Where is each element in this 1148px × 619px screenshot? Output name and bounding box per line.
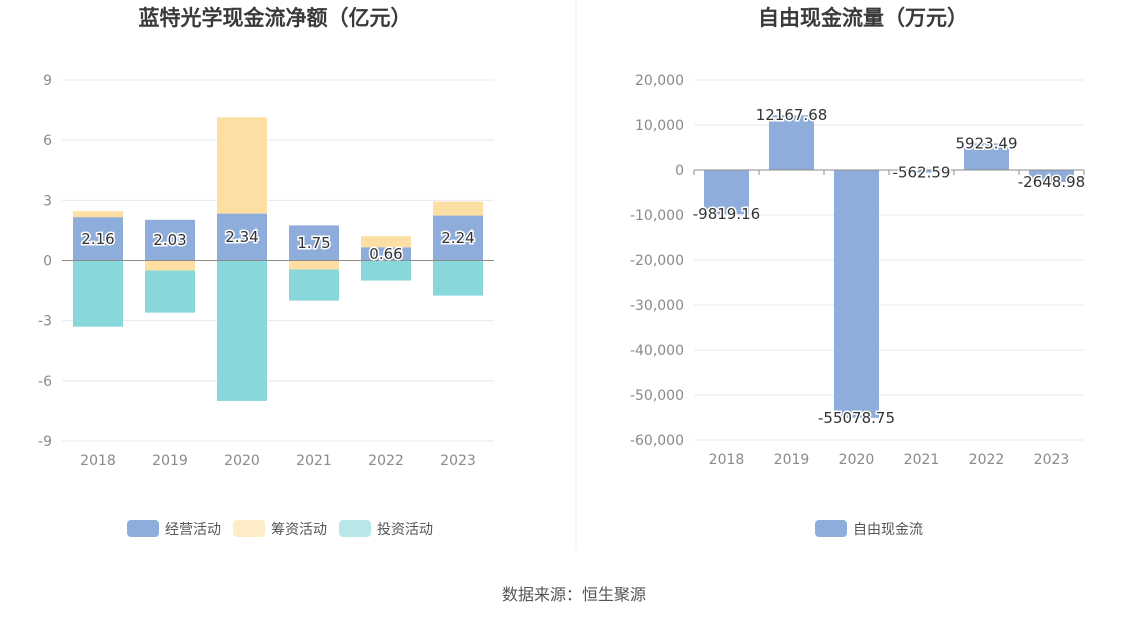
bar-经营活动-2023 [433, 215, 483, 261]
data-label: 12167.68 [756, 106, 828, 124]
data-label: 1.75 [297, 234, 330, 252]
bar-经营活动-2018 [73, 217, 123, 261]
bar-经营活动-2022 [361, 247, 411, 261]
bar-自由现金流-2019 [769, 115, 814, 170]
y-tick-label: -30,000 [630, 298, 684, 314]
data-label: 5923.49 [955, 134, 1017, 152]
bar-投资活动-2018 [73, 260, 123, 327]
y-tick-label: -9 [38, 434, 52, 450]
data-label: 0.66 [369, 245, 402, 263]
y-tick-label: 20,000 [635, 73, 684, 89]
legend-swatch [815, 520, 847, 537]
bar-筹资活动-2021 [289, 260, 339, 270]
free-cashflow-chart: 自由现金流量（万元） 20,000 10,000 0 -10,000 -20,000 -3… [630, 6, 1087, 538]
y-tick-label: -6 [38, 374, 52, 390]
bar-筹资活动-2022 [361, 236, 411, 248]
cashflow-net-chart: 蓝特光学现金流净额（亿元） 9 6 3 0 -3 -6 -9 2.16 2.03 2.34 1.7… [38, 6, 494, 538]
bar-自由现金流-2023 [1029, 170, 1074, 182]
chart1-legend[interactable]: 经营活动 筹资活动 投资活动 [127, 520, 433, 538]
bar-经营活动-2019 [145, 219, 195, 261]
y-tick-label: 6 [43, 133, 52, 149]
chart1-bars [73, 117, 483, 401]
y-tick-label: 9 [43, 73, 52, 89]
x-tick-label: 2022 [969, 452, 1005, 468]
x-tick-label: 2020 [224, 453, 260, 469]
bar-筹资活动-2020 [217, 117, 267, 214]
x-tick-label: 2023 [440, 453, 476, 469]
x-tick-label: 2018 [709, 452, 745, 468]
chart2-x-axis: 2018 2019 2020 2021 2022 2023 [709, 452, 1070, 468]
data-label: 2.24 [441, 229, 474, 247]
bar-投资活动-2021 [289, 269, 339, 301]
bar-经营活动-2020 [217, 213, 267, 261]
y-tick-label: 3 [43, 193, 52, 209]
data-label: 2.34 [225, 228, 258, 246]
bar-投资活动-2020 [217, 260, 267, 401]
y-tick-label: 0 [675, 163, 684, 179]
y-tick-label: 10,000 [635, 118, 684, 134]
data-label: 2.03 [153, 231, 186, 249]
legend-label: 自由现金流 [853, 522, 923, 538]
chart2-y-axis: 20,000 10,000 0 -10,000 -20,000 -30,000 -40,00… [630, 73, 684, 449]
chart1-gridlines [62, 79, 494, 442]
chart2-gridlines [694, 79, 1084, 441]
y-tick-label: -10,000 [630, 208, 684, 224]
legend-label: 投资活动 [377, 522, 433, 538]
x-tick-label: 2021 [904, 452, 940, 468]
legend-label: 筹资活动 [271, 521, 327, 538]
bar-自由现金流-2022 [964, 143, 1009, 170]
data-label: -562.59 [893, 164, 951, 182]
chart1-title: 蓝特光学现金流净额（亿元） [139, 6, 412, 30]
chart2-legend[interactable]: 自由现金流 [815, 520, 923, 538]
chart2-bars [704, 115, 1074, 418]
bar-筹资活动-2023 [433, 201, 483, 216]
y-tick-label: -40,000 [630, 343, 684, 359]
x-tick-label: 2023 [1034, 452, 1070, 468]
x-tick-label: 2018 [80, 453, 116, 469]
chart1-x-axis: 2018 2019 2020 2021 2022 2023 [80, 453, 476, 469]
x-tick-label: 2020 [839, 452, 875, 468]
bar-筹资活动-2018 [73, 211, 123, 218]
data-label: 2.16 [81, 230, 114, 248]
legend-swatch [127, 520, 159, 537]
bar-自由现金流-2021 [899, 170, 944, 173]
legend-label: 经营活动 [165, 522, 221, 538]
legend-swatch [233, 520, 265, 537]
y-tick-label: -60,000 [630, 433, 684, 449]
bar-自由现金流-2020 [834, 170, 879, 418]
x-tick-label: 2021 [296, 453, 332, 469]
y-tick-label: -50,000 [630, 388, 684, 404]
y-tick-label: -3 [38, 314, 52, 330]
bar-投资活动-2023 [433, 260, 483, 296]
data-source-note: 数据来源：恒生聚源 [501, 585, 646, 604]
bar-筹资活动-2019 [145, 260, 195, 271]
y-tick-label: -20,000 [630, 253, 684, 269]
chart2-title: 自由现金流量（万元） [758, 6, 968, 30]
chart2-zero-axis [693, 169, 1085, 175]
x-tick-label: 2019 [152, 453, 188, 469]
chart1-data-labels: 2.16 2.03 2.34 1.75 0.66 2.24 [80, 227, 476, 265]
bar-投资活动-2019 [145, 270, 195, 313]
bar-经营活动-2021 [289, 225, 339, 261]
bar-投资活动-2022 [361, 260, 411, 281]
bar-自由现金流-2018 [704, 170, 749, 215]
data-label: -9819.16 [693, 205, 760, 223]
x-tick-label: 2019 [774, 452, 810, 468]
y-tick-label: 0 [43, 254, 52, 270]
data-label: -2648.98 [1018, 173, 1085, 191]
legend-swatch [339, 520, 371, 537]
chart1-y-axis: 9 6 3 0 -3 -6 -9 [38, 73, 52, 450]
x-tick-label: 2022 [368, 453, 404, 469]
data-label: -55078.75 [818, 409, 895, 427]
